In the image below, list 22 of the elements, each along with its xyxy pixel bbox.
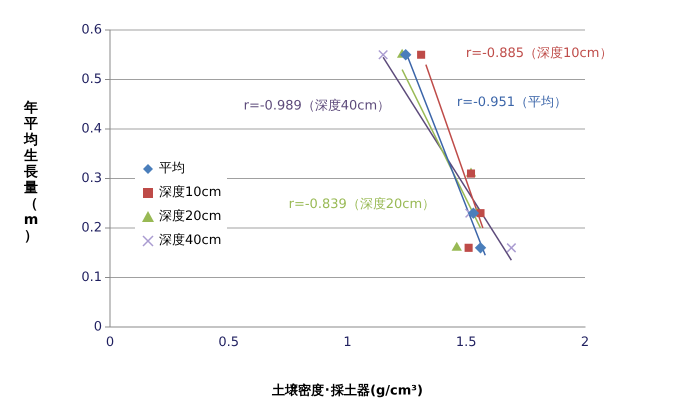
x-tick-label: 1 xyxy=(343,335,352,350)
legend-label: 深度20cm xyxy=(159,208,222,226)
text: r=-0.839（深度20cm） xyxy=(288,196,436,212)
text: 年平均生長量（m） xyxy=(24,100,38,244)
y-tick-label: 0 xyxy=(94,319,102,334)
x-tick-label: 1.5 xyxy=(456,335,477,350)
text: r=-0.951（平均） xyxy=(456,95,568,110)
x-axis-title: 土壌密度･採土器(g/cm³) xyxy=(271,382,423,399)
series-label: r=-0.989（深度40cm） xyxy=(244,98,390,114)
legend-label: 深度10cm xyxy=(159,184,222,202)
y-tick-label: 0.6 xyxy=(81,22,102,38)
legend-label: 平均 xyxy=(159,160,185,178)
y-tick-label: 0.3 xyxy=(81,170,102,186)
y-tick-label: 0.4 xyxy=(81,121,102,136)
text: r=-0.885（深度10cm） xyxy=(466,45,612,62)
y-tick-label: 0.5 xyxy=(81,72,102,87)
y-tick-label: 0.1 xyxy=(81,270,102,285)
x-tick-label: 2 xyxy=(580,335,590,350)
x-tick-label: 0.5 xyxy=(218,335,240,350)
x-tick-label: 0 xyxy=(106,335,114,350)
legend-label: 深度40cm xyxy=(159,232,222,250)
y-tick-label: 0.2 xyxy=(81,220,102,236)
